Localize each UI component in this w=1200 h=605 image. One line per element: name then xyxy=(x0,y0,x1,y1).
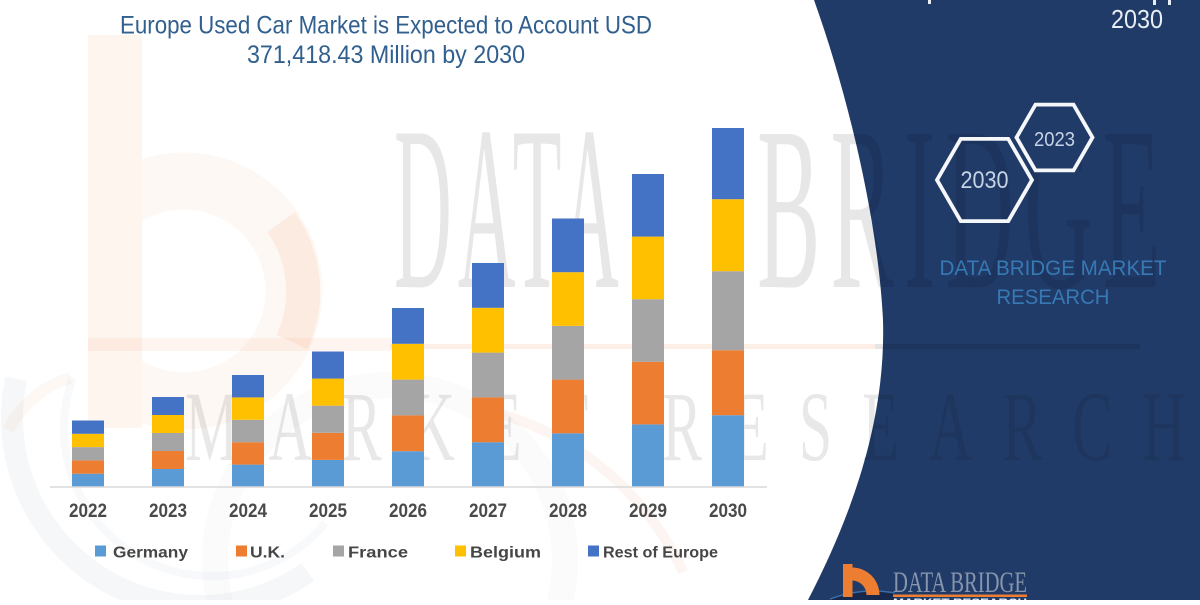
svg-text:DATA: DATA xyxy=(394,78,625,338)
svg-text:BRIDGE: BRIDGE xyxy=(757,79,1171,338)
svg-text:France: France xyxy=(348,545,408,562)
svg-text:Belgium: Belgium xyxy=(470,545,541,562)
svg-text:Rest of Europe: Rest of Europe xyxy=(603,545,718,562)
svg-text:2023: 2023 xyxy=(149,501,187,522)
svg-text:RESEARCH: RESEARCH xyxy=(997,286,1110,309)
svg-text:Europe Used Car Market is Expe: Europe Used Car Market is Expected to Ac… xyxy=(120,12,652,40)
svg-text:2023: 2023 xyxy=(1034,128,1075,151)
svg-text:U.K.: U.K. xyxy=(250,545,285,562)
svg-text:DATA BRIDGE: DATA BRIDGE xyxy=(893,566,1027,599)
svg-text:DATA BRIDGE MARKET: DATA BRIDGE MARKET xyxy=(940,257,1167,280)
svg-text:2027: 2027 xyxy=(469,501,507,522)
svg-text:371,418.43 Million by 2030: 371,418.43 Million by 2030 xyxy=(247,41,525,69)
svg-text:2028: 2028 xyxy=(549,501,587,522)
svg-text:2030: 2030 xyxy=(1111,4,1163,34)
svg-text:2026: 2026 xyxy=(389,501,427,522)
svg-text:2022: 2022 xyxy=(69,501,107,522)
svg-text:2030: 2030 xyxy=(709,501,747,522)
svg-text:Germany: Germany xyxy=(113,545,188,562)
svg-text:2025: 2025 xyxy=(309,501,347,522)
svg-text:MARKET RESEARCH: MARKET RESEARCH xyxy=(185,372,1200,482)
svg-text:2029: 2029 xyxy=(629,501,667,522)
svg-text:2024: 2024 xyxy=(229,501,267,522)
svg-text:2030: 2030 xyxy=(961,167,1009,194)
